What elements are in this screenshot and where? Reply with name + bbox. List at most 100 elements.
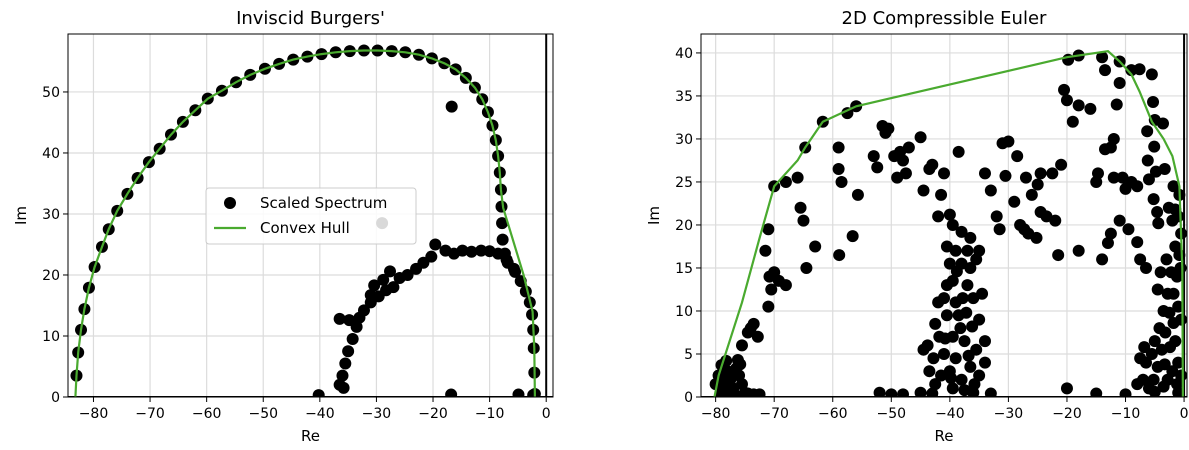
x-tick-label: −50 bbox=[248, 406, 278, 422]
y-tick-label: 0 bbox=[51, 390, 60, 406]
spectrum-point bbox=[734, 358, 747, 371]
spectrum-point bbox=[384, 265, 397, 278]
spectrum-point bbox=[978, 335, 991, 348]
x-tick-label: −10 bbox=[1111, 406, 1141, 422]
spectrum-point bbox=[716, 373, 729, 386]
legend-label-convex-hull: Convex Hull bbox=[260, 219, 350, 237]
spectrum-point bbox=[1034, 167, 1047, 180]
spectrum-point bbox=[929, 317, 942, 330]
spectrum-point bbox=[1049, 214, 1062, 227]
spectrum-point bbox=[926, 158, 939, 171]
x-tick-label: −30 bbox=[362, 406, 392, 422]
y-tick-label: 40 bbox=[42, 146, 60, 162]
spectrum-point bbox=[1154, 266, 1167, 279]
spectrum-point bbox=[940, 309, 953, 322]
y-axis-label: Im bbox=[645, 206, 663, 225]
spectrum-point bbox=[1060, 94, 1073, 107]
spectrum-point bbox=[978, 356, 991, 369]
spectrum-point bbox=[368, 279, 381, 292]
x-tick-label: −10 bbox=[475, 406, 505, 422]
spectrum-point bbox=[1072, 244, 1085, 257]
spectrum-point bbox=[1096, 253, 1109, 266]
convex-hull-line bbox=[74, 49, 536, 397]
spectrum-point bbox=[445, 100, 458, 113]
spectrum-point bbox=[1161, 287, 1174, 300]
spectrum-point bbox=[1099, 64, 1112, 77]
x-tick-label: −60 bbox=[818, 406, 848, 422]
x-tick-label: −80 bbox=[701, 406, 731, 422]
spectrum-point bbox=[1145, 347, 1158, 360]
spectrum-point bbox=[312, 389, 325, 397]
spectrum-point bbox=[833, 249, 846, 262]
spectrum-point bbox=[1165, 266, 1178, 279]
spectrum-point bbox=[961, 279, 974, 292]
spectrum-point bbox=[1169, 240, 1182, 253]
spectrum-point bbox=[1060, 382, 1073, 395]
spectrum-point bbox=[797, 214, 810, 227]
x-tick-label: −70 bbox=[135, 406, 165, 422]
spectrum-point bbox=[500, 253, 513, 266]
spectrum-point bbox=[1172, 300, 1185, 313]
spectrum-point bbox=[946, 382, 959, 395]
spectrum-point bbox=[1133, 63, 1146, 76]
spectrum-point bbox=[1142, 173, 1155, 186]
spectrum-point bbox=[337, 381, 350, 394]
spectrum-point bbox=[897, 388, 910, 397]
chart-inviscid-burgers: Inviscid Burgers' −80 −70 −60 −50 −40 −30 −20 −1… bbox=[12, 8, 554, 445]
spectrum-point bbox=[429, 238, 442, 251]
spectrum-point bbox=[1172, 210, 1185, 223]
spectrum-point bbox=[794, 201, 807, 214]
spectrum-point bbox=[1090, 387, 1103, 397]
spectrum-point bbox=[759, 244, 772, 257]
spectrum-point bbox=[1140, 261, 1153, 274]
spectrum-point bbox=[1158, 163, 1171, 176]
spectrum-point bbox=[336, 369, 349, 382]
spectrum-point bbox=[779, 279, 792, 292]
spectrum-point bbox=[1107, 132, 1120, 145]
spectrum-point bbox=[846, 230, 859, 243]
spectrum-point bbox=[1148, 140, 1161, 153]
x-tick-label: −40 bbox=[935, 406, 965, 422]
spectrum-point bbox=[935, 188, 948, 201]
spectrum-point bbox=[935, 369, 948, 382]
spectrum-point bbox=[1134, 352, 1147, 365]
spectrum-point bbox=[1151, 283, 1164, 296]
spectrum-point bbox=[914, 131, 927, 144]
spectrum-point bbox=[976, 287, 989, 300]
spectrum-point bbox=[1110, 98, 1123, 111]
y-tick-label: 5 bbox=[684, 347, 693, 363]
spectrum-point bbox=[1141, 154, 1154, 167]
spectrum-point bbox=[1167, 317, 1180, 330]
spectrum-point bbox=[938, 292, 950, 305]
spectrum-point bbox=[1031, 178, 1044, 191]
spectrum-point bbox=[945, 372, 958, 385]
x-tick-label: −70 bbox=[759, 406, 789, 422]
spectrum-point bbox=[1066, 115, 1079, 128]
spectrum-point bbox=[1156, 117, 1169, 130]
spectrum-point bbox=[851, 188, 864, 201]
spectrum-point bbox=[938, 167, 950, 180]
spectrum-point bbox=[973, 369, 986, 382]
spectrum-point bbox=[791, 171, 804, 184]
legend-label-scaled-spectrum: Scaled Spectrum bbox=[260, 194, 387, 212]
y-axis-label: Im bbox=[12, 206, 30, 225]
spectrum-point bbox=[1171, 378, 1184, 391]
spectrum-point bbox=[958, 384, 971, 397]
spectrum-point bbox=[1084, 102, 1097, 115]
spectrum-point bbox=[1147, 193, 1160, 206]
spectrum-point bbox=[377, 273, 390, 286]
axes-frame bbox=[700, 33, 1188, 398]
chart-title: 2D Compressible Euler bbox=[842, 8, 1047, 29]
legend-box bbox=[205, 187, 417, 245]
spectrum-point bbox=[753, 388, 766, 397]
spectrum-point bbox=[1113, 77, 1126, 90]
spectrum-point bbox=[962, 349, 975, 362]
spectrum-point bbox=[527, 389, 540, 397]
spectrum-point bbox=[1131, 180, 1144, 193]
y-tick-label: 25 bbox=[675, 175, 693, 191]
y-tick-label: 15 bbox=[675, 261, 693, 277]
spectrum-point bbox=[966, 320, 979, 333]
spectrum-point bbox=[1119, 182, 1132, 195]
spectrum-point bbox=[496, 217, 509, 230]
spectrum-point bbox=[393, 272, 406, 285]
